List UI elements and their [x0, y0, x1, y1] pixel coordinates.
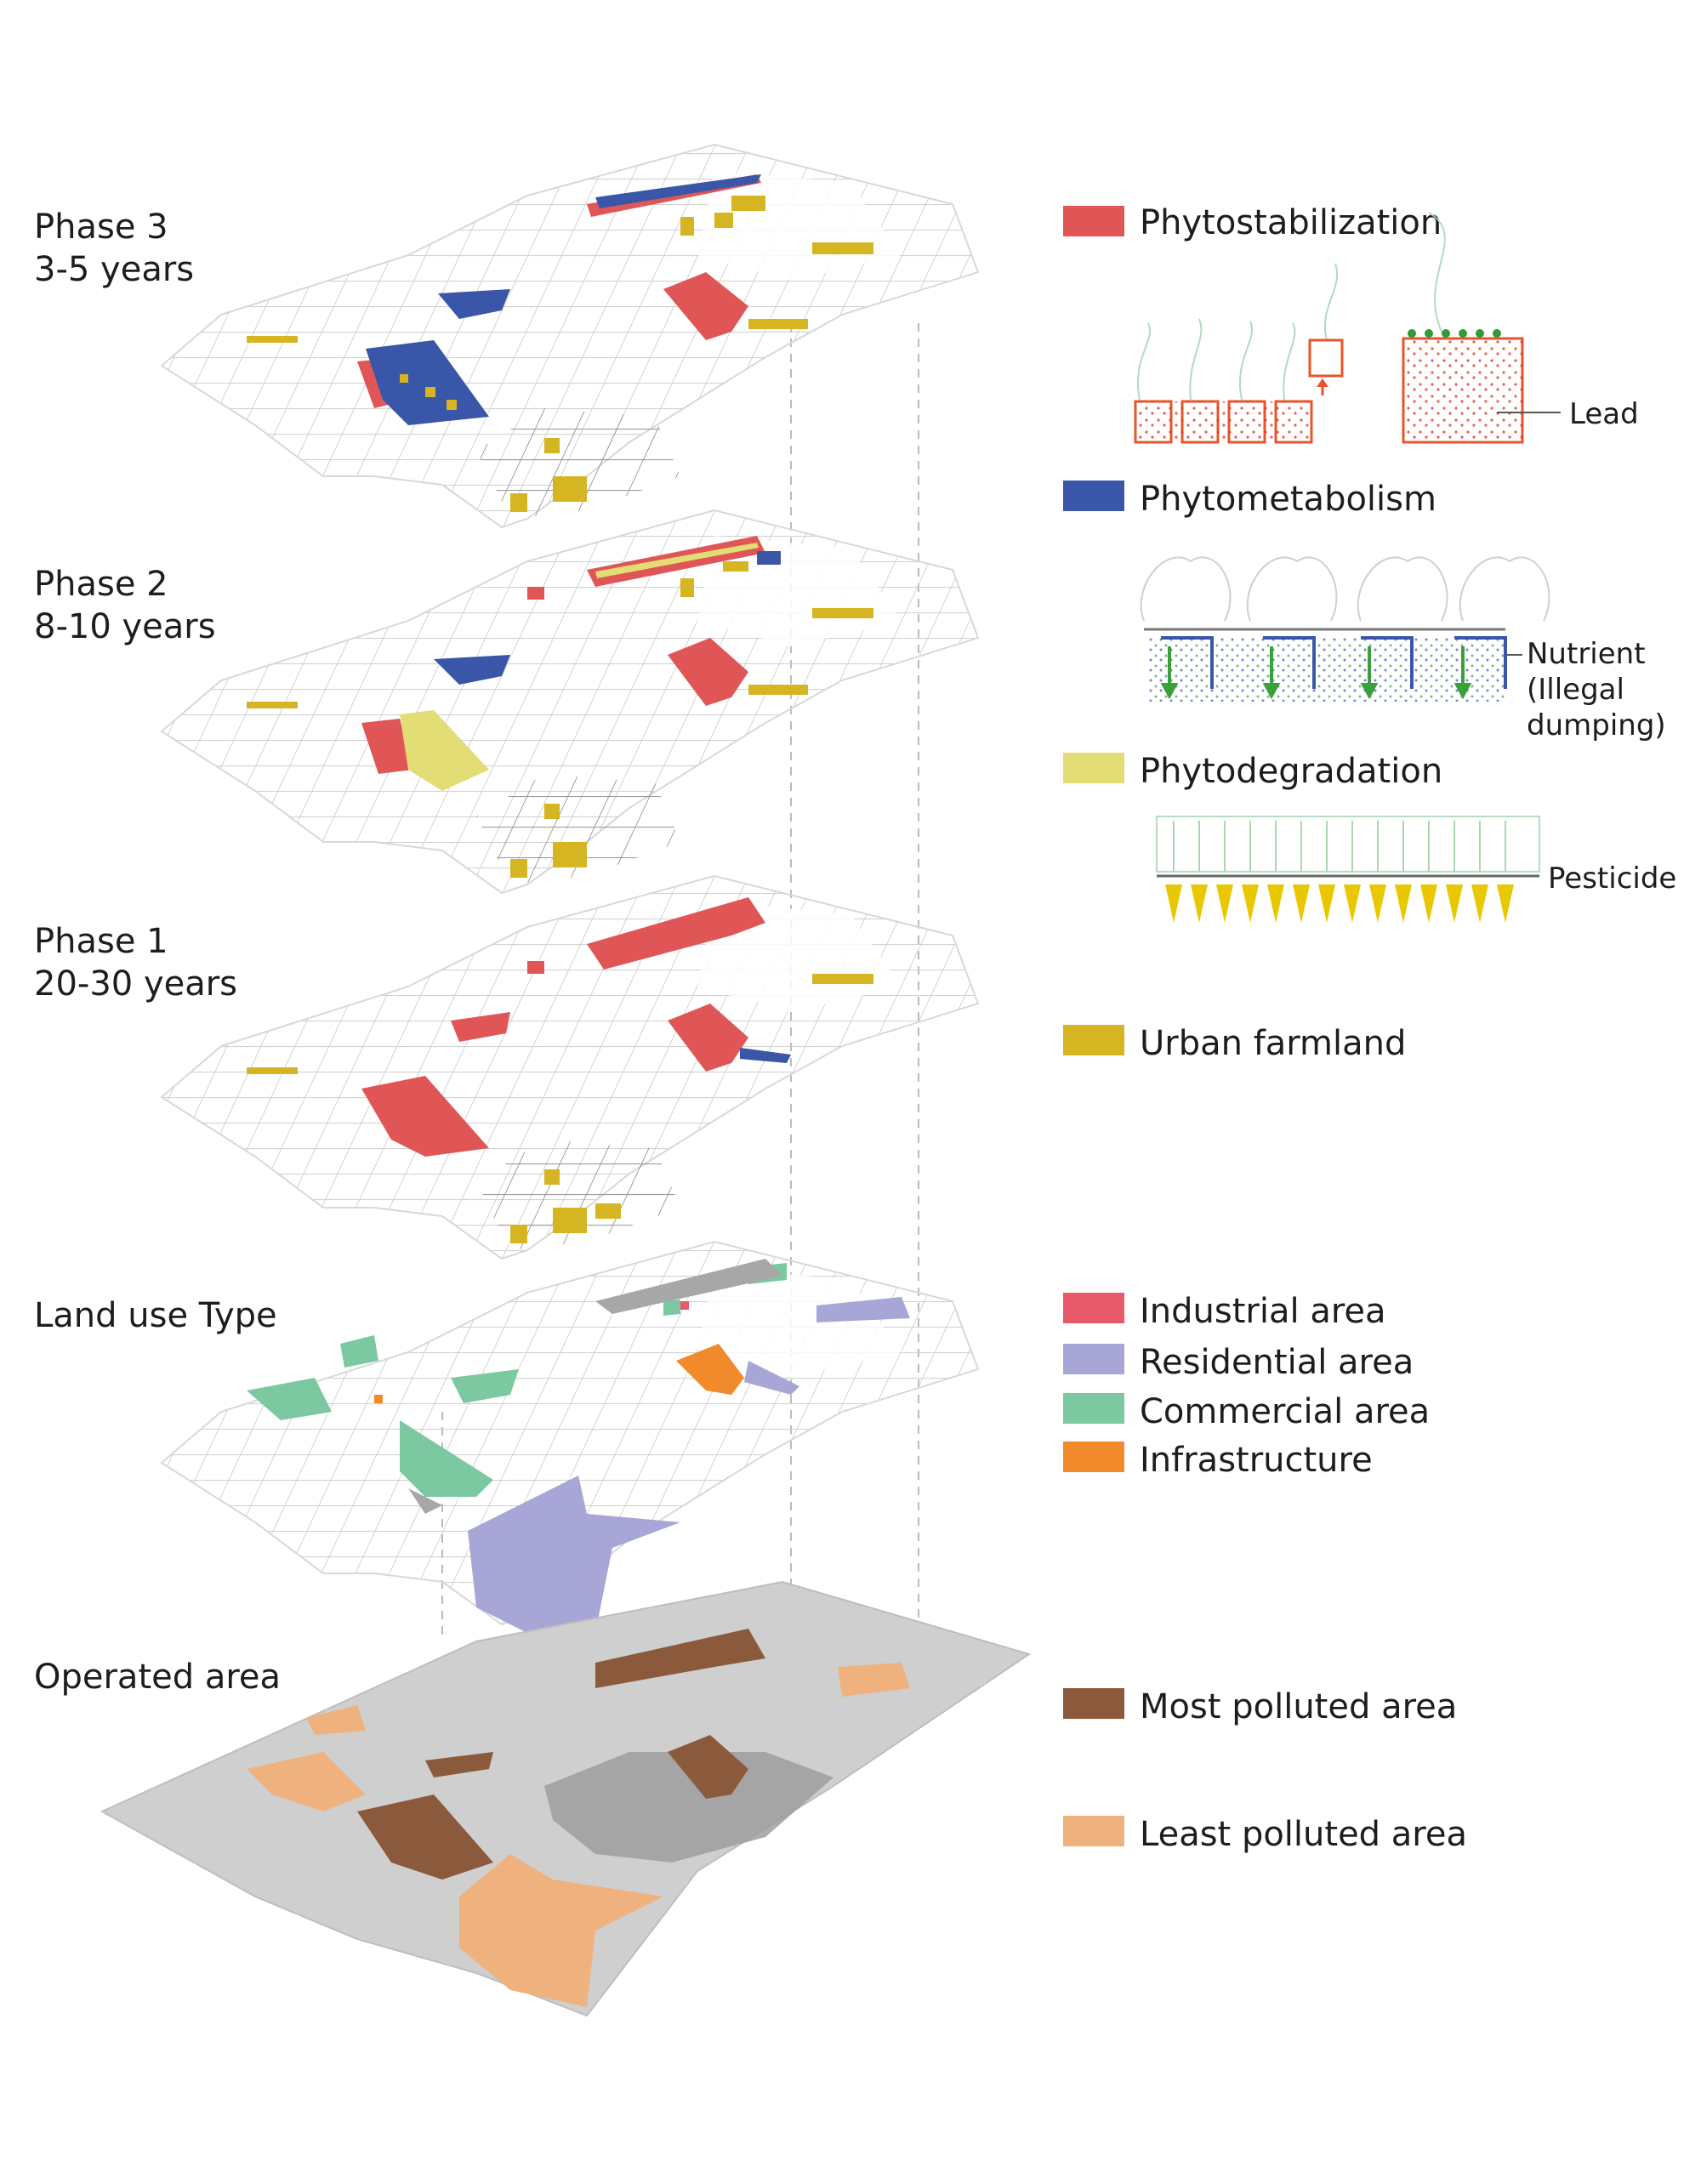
legend-swatch-most-polluted: [1063, 1688, 1124, 1719]
legend-swatch-commercial: [1063, 1393, 1124, 1424]
phase-3-farmland-zones: [247, 196, 873, 512]
legend-pollutant-nutrient: (Illegal: [1527, 673, 1624, 707]
land-use-industrial-zones: [680, 1301, 689, 1310]
phytometabolism-illustration: Nutrient (Illegal dumping): [1140, 556, 1666, 742]
legend-pollutant-nutrient: Nutrient: [1527, 637, 1646, 671]
layer-title: Phase 2: [34, 565, 168, 604]
map-layer-phase-3: [160, 143, 980, 529]
phase-2-farmland-zones: [247, 561, 873, 878]
legend-label-residential: Residential area: [1140, 1343, 1414, 1382]
phytostabilization-illustration: Lead: [1134, 212, 1639, 444]
legend-swatch-least-polluted: [1063, 1816, 1124, 1846]
legend-swatch-residential: [1063, 1344, 1124, 1374]
legend: Phytostabilization: [1063, 203, 1676, 1854]
legend-label-least-polluted: Least polluted area: [1140, 1815, 1467, 1854]
legend-label-most-polluted: Most polluted area: [1140, 1687, 1457, 1726]
legend-label-phytodegradation: Phytodegradation: [1140, 752, 1442, 791]
legend-swatch-infrastructure: [1063, 1442, 1124, 1472]
phase-3-phytometabolism-zones: [366, 174, 761, 425]
map-layer-phase-2: [160, 509, 980, 895]
legend-pollutant-lead: Lead: [1569, 397, 1639, 431]
legend-label-phytostabilization: Phytostabilization: [1140, 203, 1442, 242]
land-use-infrastructure-zones: [374, 1344, 744, 1403]
legend-label-infrastructure: Infrastructure: [1140, 1441, 1373, 1480]
layer-title: Land use Type: [34, 1296, 277, 1335]
layer-title: Phase 3: [34, 208, 168, 247]
layer-title: Phase 1: [34, 922, 168, 961]
layer-subtitle: 20-30 years: [34, 964, 237, 1004]
phase-1-phytostabilization-zones: [361, 897, 765, 1157]
layer-title: Operated area: [34, 1658, 281, 1697]
legend-label-commercial: Commercial area: [1140, 1392, 1430, 1431]
legend-pollutant-nutrient: dumping): [1527, 708, 1666, 742]
phase-1-farmland-zones: [247, 974, 873, 1243]
legend-swatch-phytometabolism: [1063, 481, 1124, 511]
layer-labels: Phase 3 3-5 years Phase 2 8-10 years Pha…: [34, 208, 281, 1697]
phase-2-phytodegradation-zones: [400, 543, 759, 791]
legend-swatch-urban-farmland: [1063, 1025, 1124, 1055]
legend-swatch-phytodegradation: [1063, 753, 1124, 783]
legend-label-phytometabolism: Phytometabolism: [1140, 480, 1436, 519]
operated-most-polluted-zones: [357, 1629, 765, 1880]
phase-2-phytometabolism-zones: [434, 551, 781, 685]
legend-pollutant-pesticide: Pesticide: [1548, 862, 1676, 896]
legend-label-industrial: Industrial area: [1140, 1292, 1386, 1331]
legend-swatch-industrial: [1063, 1293, 1124, 1323]
map-layer-land-use: [160, 1240, 980, 1641]
land-use-commercial-zones: [247, 1263, 787, 1497]
layer-subtitle: 3-5 years: [34, 250, 194, 289]
layer-subtitle: 8-10 years: [34, 607, 216, 646]
legend-swatch-phytostabilization: [1063, 206, 1124, 236]
land-use-residential-zones: [468, 1297, 910, 1641]
map-layer-phase-1: [160, 874, 980, 1260]
phase-1-phytometabolism-zones: [740, 1048, 791, 1063]
phytodegradation-illustration: Pesticide: [1156, 816, 1676, 923]
operated-least-polluted-zones: [247, 1663, 910, 2007]
map-layer-operated-area: [100, 1580, 1032, 2017]
legend-label-urban-farmland: Urban farmland: [1140, 1024, 1406, 1063]
land-use-other-zones: [408, 1259, 782, 1514]
